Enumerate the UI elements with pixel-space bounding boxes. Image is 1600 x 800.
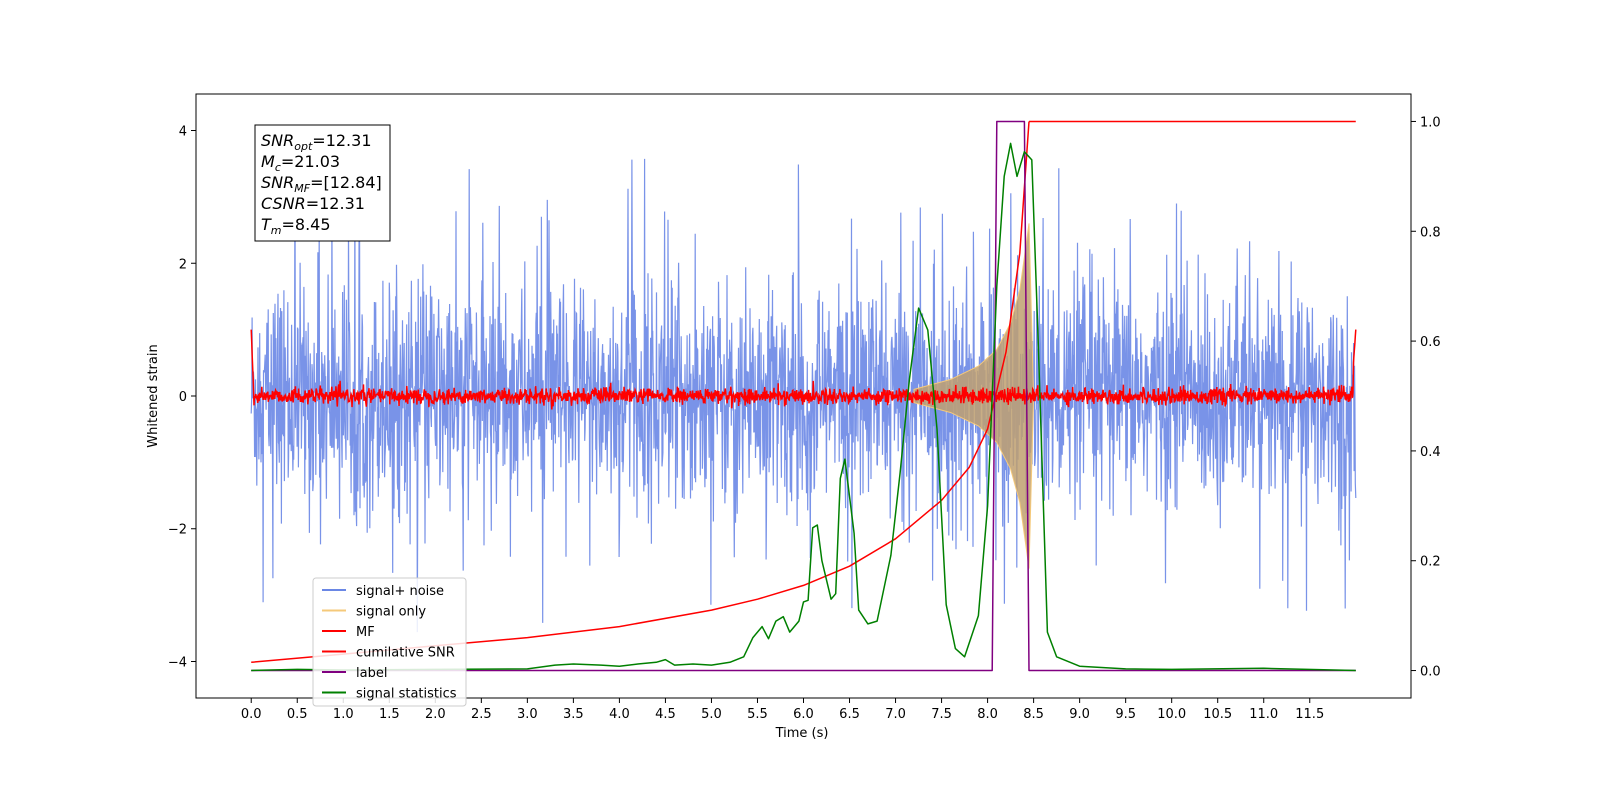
legend: signal+ noise signal only MF cumilative SNR… [312,577,467,707]
x-tick-label: 6.0 [793,707,814,722]
legend-label: signal statistics [356,687,457,702]
x-tick-label: 2.5 [471,707,492,722]
annotation-box: SNRopt=12.31Mc=21.03SNRMF=[12.84]CSNR=12… [254,124,391,242]
y-left-tick-label: 0 [179,390,187,405]
x-tick-label: 5.0 [701,707,722,722]
y-right-tick-label: 0.6 [1420,335,1441,350]
series-mf [250,329,1357,410]
x-tick-label: 11.0 [1249,707,1278,722]
x-tick-label: 1.0 [333,707,354,722]
y-right-tick-label: 0.4 [1420,445,1441,460]
x-tick-label: 7.5 [931,707,952,722]
series-signal-statistics [251,142,1356,672]
x-tick-label: 2.0 [425,707,446,722]
x-tick-label: 8.5 [1023,707,1044,722]
x-axis-label: Time (s) [775,726,829,741]
y-left-tick-label: −2 [168,523,187,538]
y-right-tick-label: 0.0 [1420,665,1441,680]
y-axis-left: 4 2 0 −2 −4 [168,125,196,670]
legend-label: MF [356,625,375,640]
x-tick-label: 10.0 [1157,707,1186,722]
series-signal-noise [250,158,1357,633]
x-tick-label: 6.5 [839,707,860,722]
y-left-tick-label: −4 [168,655,187,670]
y-right-tick-label: 0.8 [1420,225,1441,240]
y-right-tick-label: 0.2 [1420,555,1441,570]
y-left-tick-label: 2 [179,257,187,272]
y-right-tick-label: 1.0 [1420,115,1441,130]
x-tick-label: 4.0 [609,707,630,722]
x-tick-label: 3.5 [563,707,584,722]
legend-label: signal+ noise [356,584,444,599]
x-tick-label: 1.5 [379,707,400,722]
x-tick-label: 7.0 [885,707,906,722]
x-tick-label: 0.0 [241,707,262,722]
x-tick-label: 10.5 [1203,707,1232,722]
annotation-line: Tm=8.45 [261,215,331,237]
x-tick-label: 9.0 [1069,707,1090,722]
y-left-tick-label: 4 [179,125,187,140]
annotation-line: SNRMF=[12.84] [261,173,382,195]
plot-series [250,120,1357,672]
x-tick-label: 9.5 [1115,707,1136,722]
x-tick-label: 4.5 [655,707,676,722]
y-axis-label: Whitened strain [146,344,161,447]
series-label [251,120,1356,672]
x-tick-label: 0.5 [287,707,308,722]
legend-label: cumilative SNR [356,646,455,661]
annotation-line: Mc=21.03 [261,152,340,174]
x-tick-label: 8.0 [977,707,998,722]
legend-label: signal only [356,605,426,620]
x-tick-label: 5.5 [747,707,768,722]
annotation-line: CSNR=12.31 [261,194,365,213]
legend-label: label [356,666,387,681]
x-tick-label: 3.0 [517,707,538,722]
annotation-line: SNRopt=12.31 [261,131,372,153]
x-tick-label: 11.5 [1295,707,1324,722]
y-axis-right: 1.0 0.8 0.6 0.4 0.2 0.0 [1411,115,1441,680]
series-cumulative-snr [251,121,1030,664]
